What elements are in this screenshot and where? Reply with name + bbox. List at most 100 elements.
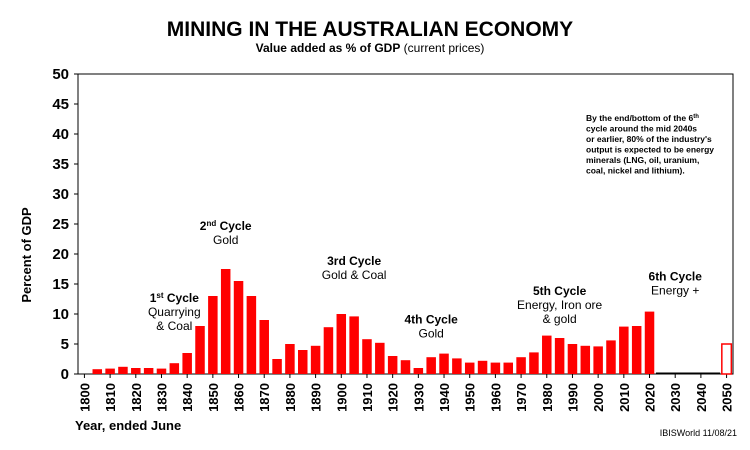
bar [644, 311, 655, 374]
bar [516, 357, 526, 374]
y-axis-ticks: 0 5 10 15 20 25 30 35 40 45 50 [52, 66, 78, 383]
x-tick-label: 2010 [617, 383, 632, 412]
chart-title: MINING IN THE AUSTRALIAN ECONOMY [167, 18, 573, 41]
bar [554, 338, 565, 374]
cycle-description: Gold [419, 327, 444, 341]
cycle-heading: 1st Cycle [150, 291, 199, 305]
x-tick-label: 2020 [643, 383, 658, 412]
bar [387, 356, 398, 374]
x-tick-label: 1970 [514, 383, 529, 412]
bar [349, 316, 359, 374]
note-line: coal, nickel and lithium). [586, 166, 685, 176]
x-tick-label: 1800 [77, 383, 92, 412]
x-tick-label: 2000 [591, 383, 606, 412]
bar [169, 363, 180, 374]
x-tick-label: 1890 [309, 383, 324, 412]
x-tick-label: 1850 [206, 383, 221, 412]
note-line: output is expected to be energy [586, 145, 714, 155]
bar [285, 344, 295, 374]
x-tick-label: 1880 [283, 383, 298, 412]
cycle-description: & gold [543, 312, 577, 326]
bar [464, 362, 475, 374]
x-tick-label: 1860 [232, 383, 247, 412]
cycle-heading: 6th Cycle [649, 269, 703, 283]
cycle-description: Energy, Iron ore [517, 298, 602, 312]
y-tick-label: 45 [52, 96, 69, 113]
cycle-heading: 3rd Cycle [327, 254, 381, 268]
bar [529, 352, 539, 374]
bar [259, 320, 269, 374]
x-tick-label: 1990 [565, 383, 580, 412]
bar [143, 368, 154, 374]
cycle-description: Energy + [651, 283, 699, 297]
y-tick-label: 5 [61, 336, 69, 353]
x-tick-label: 2040 [694, 383, 709, 412]
bar [208, 296, 218, 374]
bar [426, 357, 436, 374]
bar [118, 366, 128, 374]
x-tick-label: 1820 [129, 383, 144, 412]
y-axis-label: Percent of GDP [19, 207, 34, 303]
bar [92, 369, 103, 374]
bar [452, 358, 462, 374]
x-tick-label: 1900 [334, 383, 349, 412]
x-tick-label: 1980 [540, 383, 555, 412]
bar [336, 314, 347, 374]
bar [131, 368, 141, 374]
note-line: cycle around the mid 2040s [586, 124, 697, 134]
y-tick-label: 10 [52, 306, 69, 323]
cycle-heading: 2nd Cycle [200, 219, 252, 233]
bar [375, 342, 385, 374]
cycle-description: Gold [213, 233, 238, 247]
bar [580, 345, 591, 374]
bar [272, 359, 282, 374]
bar [413, 368, 424, 374]
bar [246, 296, 257, 374]
chart-subtitle-main: Value added as % of GDP [256, 41, 401, 55]
x-tick-label: 2030 [668, 383, 683, 412]
bar [593, 346, 603, 374]
bar [542, 335, 552, 374]
cycle-description: Gold & Coal [322, 268, 387, 282]
x-tick-label: 1960 [488, 383, 503, 412]
bar [310, 345, 321, 374]
y-tick-label: 35 [52, 156, 69, 173]
note-line: or earlier, 80% of the industry's [586, 134, 712, 144]
cycle-heading: 5th Cycle [533, 284, 587, 298]
bar [439, 353, 449, 374]
bar [567, 344, 578, 374]
bars [92, 269, 733, 375]
y-tick-label: 30 [52, 186, 69, 203]
bar [156, 368, 167, 374]
projected-bar [721, 343, 733, 375]
bar [477, 360, 488, 374]
x-axis-ticks: 1800 1810 1820 1830 1840 1850 1860 1870 1880 1890… [77, 374, 735, 412]
x-tick-label: 1920 [386, 383, 401, 412]
projection-baseline [655, 372, 721, 374]
note-line: By the end/bottom of the 6th [586, 113, 699, 123]
bar [400, 360, 411, 374]
y-tick-label: 25 [52, 216, 69, 233]
bar [631, 326, 642, 374]
bar [362, 339, 372, 374]
cycle-heading: 4th Cycle [405, 313, 459, 327]
bar [323, 327, 334, 374]
y-tick-label: 20 [52, 246, 69, 263]
bar [233, 281, 244, 374]
y-tick-label: 40 [52, 126, 69, 143]
y-tick-label: 0 [61, 366, 69, 383]
bar [220, 269, 231, 374]
bar [606, 340, 616, 374]
bar [298, 350, 308, 374]
bar [619, 326, 629, 374]
chart-subtitle: Value added as % of GDP (current prices) [256, 41, 485, 55]
cycle-description: Quarrying [148, 305, 201, 319]
bar [490, 362, 501, 374]
chart-subtitle-rest: (current prices) [400, 41, 484, 55]
x-tick-label: 1840 [180, 383, 195, 412]
x-tick-label: 2050 [720, 383, 735, 412]
bar [105, 368, 115, 374]
